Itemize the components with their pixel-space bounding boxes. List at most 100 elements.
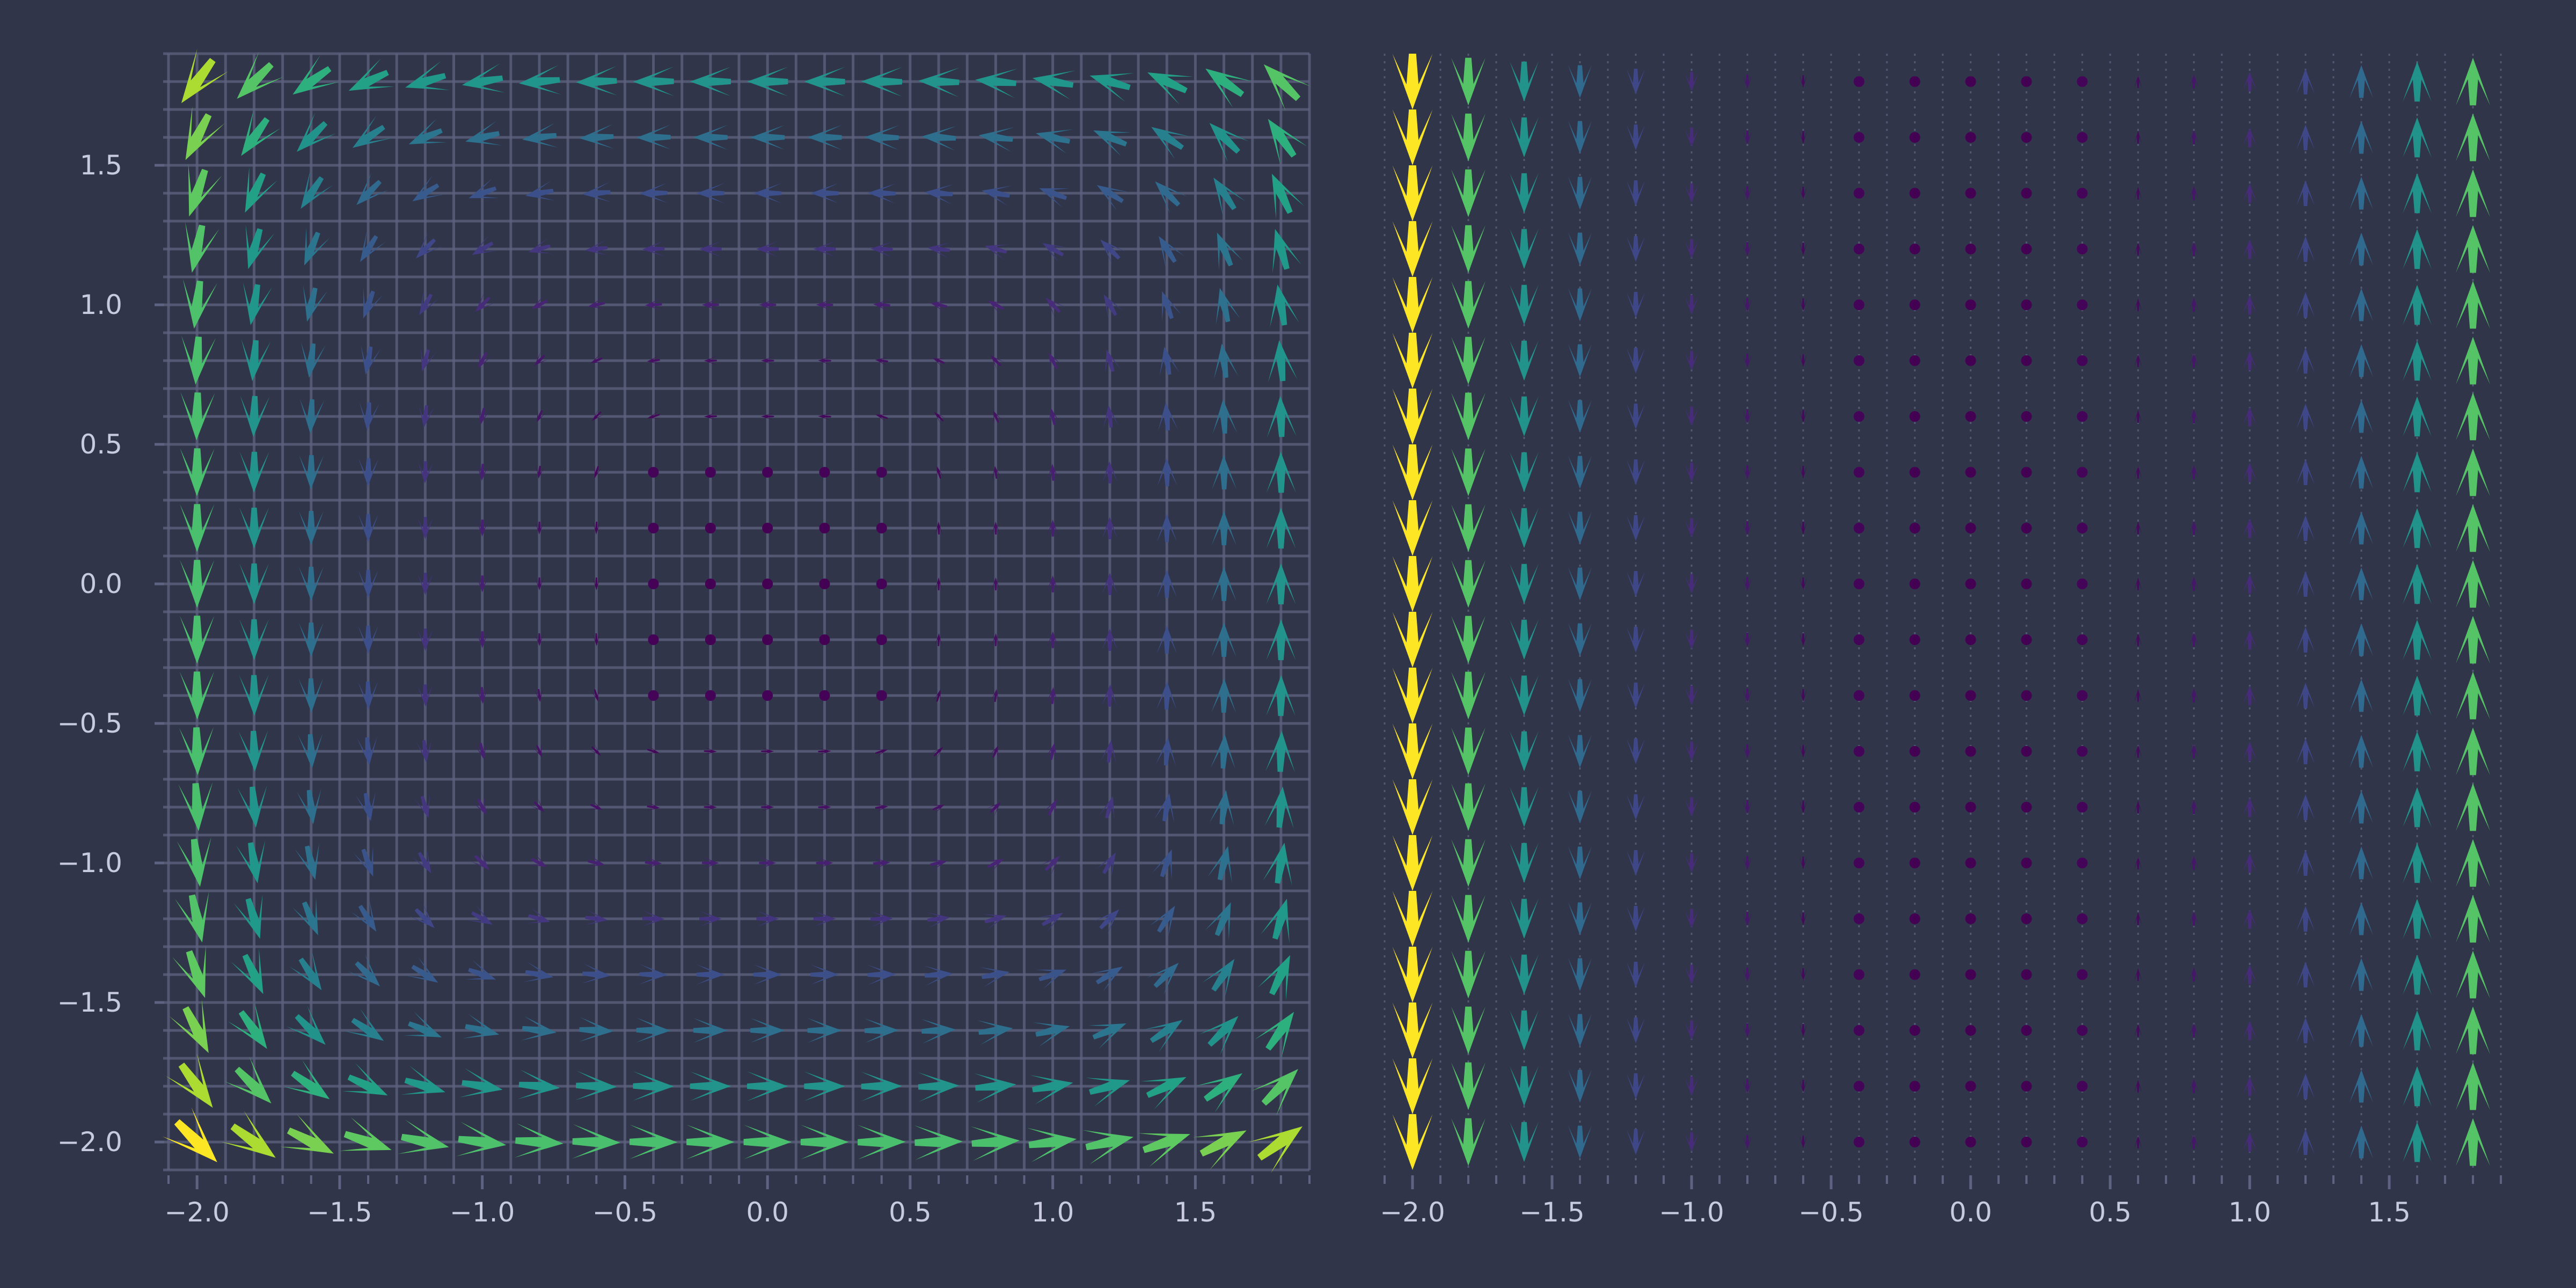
vector-arrow xyxy=(2189,465,2199,480)
vector-arrow xyxy=(804,67,845,97)
vector-arrow xyxy=(1684,350,1699,371)
vector-arrow xyxy=(816,857,833,869)
vector-arrow xyxy=(810,183,839,203)
vector-arrow xyxy=(704,802,717,811)
vector-arrow xyxy=(2242,964,2257,985)
vector-arrow xyxy=(1909,467,1920,478)
vector-arrow xyxy=(1684,1132,1699,1152)
vector-arrow xyxy=(303,284,328,322)
vector-arrow xyxy=(1854,411,1864,422)
vector-arrow xyxy=(2403,843,2432,883)
x-tick-label: 1.5 xyxy=(1174,1197,1217,1228)
vector-arrow xyxy=(819,690,830,701)
vector-arrow xyxy=(2296,68,2315,95)
vector-arrow xyxy=(1684,964,1699,985)
vector-arrow xyxy=(1392,221,1433,277)
vector-arrow xyxy=(181,335,216,385)
vector-arrow xyxy=(1742,576,1753,591)
vector-arrow xyxy=(2456,1006,2490,1055)
vector-arrow xyxy=(985,244,1009,260)
vector-arrow xyxy=(1626,794,1645,821)
vector-arrow xyxy=(1082,1130,1134,1165)
vector-arrow xyxy=(1510,954,1539,995)
vector-arrow xyxy=(1510,1066,1539,1107)
vector-arrow xyxy=(921,126,957,151)
vector-arrow xyxy=(762,634,773,645)
vector-arrow xyxy=(876,579,887,589)
vector-arrow xyxy=(1144,1020,1183,1052)
vector-arrow xyxy=(1101,628,1118,651)
vector-arrow xyxy=(2242,406,2257,427)
vector-arrow xyxy=(1105,349,1121,374)
vector-arrow xyxy=(1965,299,1976,310)
vector-arrow xyxy=(2134,633,2142,646)
vector-arrow xyxy=(236,840,266,883)
vector-arrow xyxy=(2456,225,2490,273)
vector-arrow xyxy=(2456,839,2490,887)
vector-arrow xyxy=(292,897,318,935)
vector-arrow xyxy=(759,298,777,311)
vector-arrow xyxy=(1965,858,1976,868)
vector-arrow xyxy=(456,1122,507,1157)
vector-arrow xyxy=(2021,132,2032,143)
vector-arrow xyxy=(238,730,268,772)
vector-arrow xyxy=(591,409,604,421)
vector-arrow xyxy=(2456,281,2490,329)
vector-arrow xyxy=(1742,1135,1753,1150)
vector-arrow xyxy=(761,413,774,420)
vector-arrow xyxy=(239,507,269,549)
vector-arrow xyxy=(358,625,378,654)
vector-arrow xyxy=(1266,619,1296,661)
vector-arrow xyxy=(1965,411,1976,422)
vector-arrow xyxy=(2296,180,2315,207)
left-x-ticks: −2.0 −1.5 −1.0 −0.5 0.0 0.5 1.0 1.5 xyxy=(164,1175,1311,1228)
vector-arrow xyxy=(1909,746,1920,757)
vector-arrow xyxy=(690,1071,731,1101)
vector-arrow xyxy=(819,523,830,533)
vector-arrow xyxy=(1271,173,1305,219)
vector-arrow xyxy=(1965,579,1976,589)
vector-arrow xyxy=(521,1016,557,1041)
vector-arrow xyxy=(1451,783,1485,831)
vector-arrow xyxy=(2456,113,2490,162)
vector-arrow xyxy=(690,67,731,97)
vector-arrow xyxy=(1213,177,1246,217)
vector-arrow xyxy=(1099,796,1115,821)
vector-arrow xyxy=(935,577,943,590)
vector-arrow xyxy=(535,521,544,535)
vector-arrow xyxy=(2456,1062,2490,1110)
vector-arrow xyxy=(1909,76,1920,87)
vector-arrow xyxy=(221,1110,276,1158)
vector-arrow xyxy=(2456,336,2490,385)
vector-arrow xyxy=(1684,462,1699,482)
vector-arrow xyxy=(975,68,1018,98)
vector-arrow xyxy=(1100,239,1126,266)
vector-arrow xyxy=(1742,967,1753,982)
vector-arrow xyxy=(2134,1080,2142,1093)
vector-arrow xyxy=(1510,117,1539,158)
vector-arrow xyxy=(594,465,602,479)
vector-arrow xyxy=(1854,913,1864,924)
vector-arrow xyxy=(2403,508,2432,548)
vector-arrow xyxy=(1742,1079,1753,1094)
vector-arrow xyxy=(1854,746,1864,757)
vector-arrow xyxy=(1138,1133,1190,1167)
vector-arrow xyxy=(1568,511,1592,545)
vector-arrow xyxy=(2296,961,2315,988)
vector-arrow xyxy=(472,235,497,255)
vector-arrow xyxy=(2077,355,2088,366)
vector-arrow xyxy=(1268,119,1307,165)
vector-arrow xyxy=(1799,1024,1807,1037)
vector-arrow xyxy=(2189,74,2199,89)
vector-arrow xyxy=(1510,1122,1539,1162)
vector-arrow xyxy=(299,398,325,434)
vector-arrow xyxy=(2456,671,2490,720)
vector-arrow xyxy=(185,221,219,273)
vector-arrow xyxy=(178,782,213,831)
vector-arrow xyxy=(419,404,435,428)
vector-arrow xyxy=(1568,958,1592,991)
vector-arrow xyxy=(1909,1025,1920,1036)
vector-arrow xyxy=(475,686,488,704)
vector-arrow xyxy=(870,911,893,927)
